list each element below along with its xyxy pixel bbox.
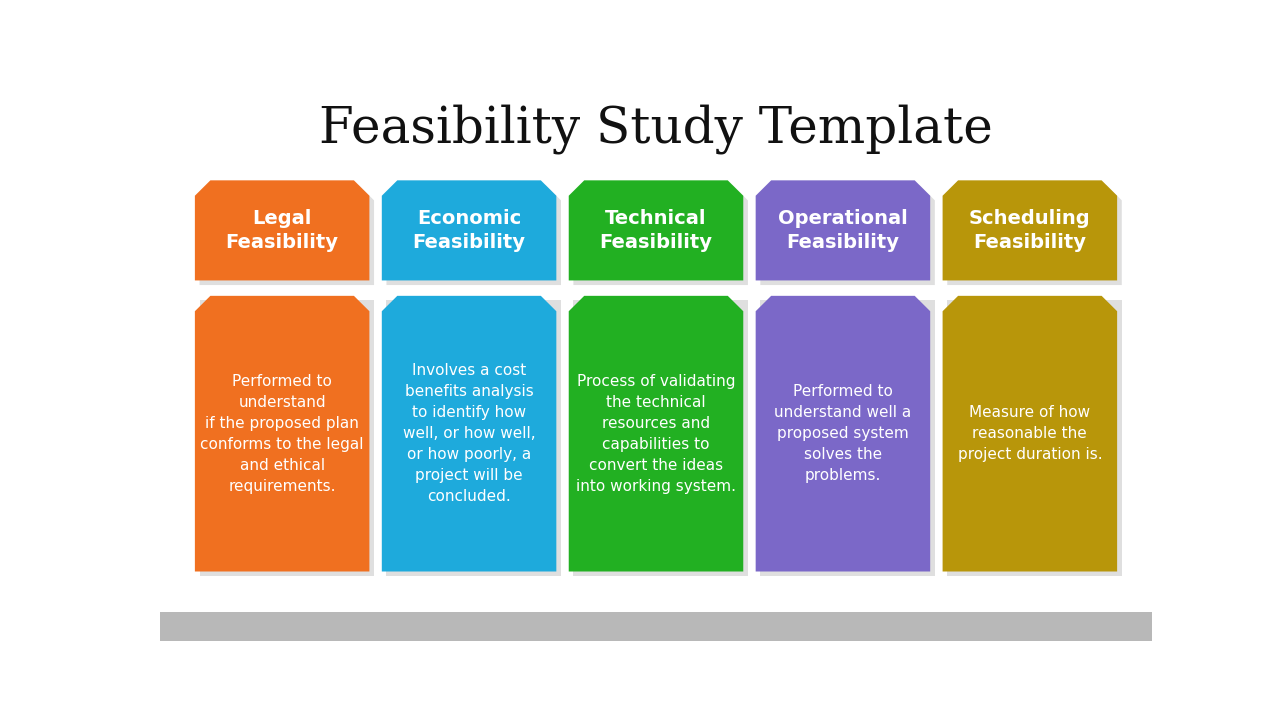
Polygon shape <box>760 300 934 576</box>
Polygon shape <box>573 300 748 576</box>
Polygon shape <box>568 296 744 572</box>
Text: Measure of how
reasonable the
project duration is.: Measure of how reasonable the project du… <box>957 405 1102 462</box>
Polygon shape <box>381 180 557 280</box>
Text: Feasibility Study Template: Feasibility Study Template <box>319 104 993 154</box>
Polygon shape <box>568 180 744 280</box>
Polygon shape <box>573 185 748 285</box>
Text: Operational
Feasibility: Operational Feasibility <box>778 209 908 252</box>
Text: Technical
Feasibility: Technical Feasibility <box>599 209 713 252</box>
Polygon shape <box>200 300 374 576</box>
FancyBboxPatch shape <box>160 611 1152 641</box>
Polygon shape <box>947 185 1121 285</box>
Text: Performed to
understand well a
proposed system
solves the
problems.: Performed to understand well a proposed … <box>774 384 911 483</box>
Polygon shape <box>755 296 931 572</box>
Polygon shape <box>195 296 370 572</box>
Polygon shape <box>755 180 931 280</box>
Polygon shape <box>947 300 1121 576</box>
Text: Economic
Feasibility: Economic Feasibility <box>412 209 526 252</box>
Text: Performed to
understand
if the proposed plan
conforms to the legal
and ethical
r: Performed to understand if the proposed … <box>201 374 364 494</box>
Text: Legal
Feasibility: Legal Feasibility <box>225 209 339 252</box>
Polygon shape <box>200 185 374 285</box>
Polygon shape <box>942 296 1117 572</box>
Polygon shape <box>942 180 1117 280</box>
Text: Scheduling
Feasibility: Scheduling Feasibility <box>969 209 1091 252</box>
Text: Process of validating
the technical
resources and
capabilities to
convert the id: Process of validating the technical reso… <box>576 374 736 494</box>
Polygon shape <box>387 300 561 576</box>
Polygon shape <box>760 185 934 285</box>
Polygon shape <box>195 180 370 280</box>
Polygon shape <box>387 185 561 285</box>
Text: Involves a cost
benefits analysis
to identify how
well, or how well,
or how poor: Involves a cost benefits analysis to ide… <box>403 363 535 504</box>
Polygon shape <box>381 296 557 572</box>
